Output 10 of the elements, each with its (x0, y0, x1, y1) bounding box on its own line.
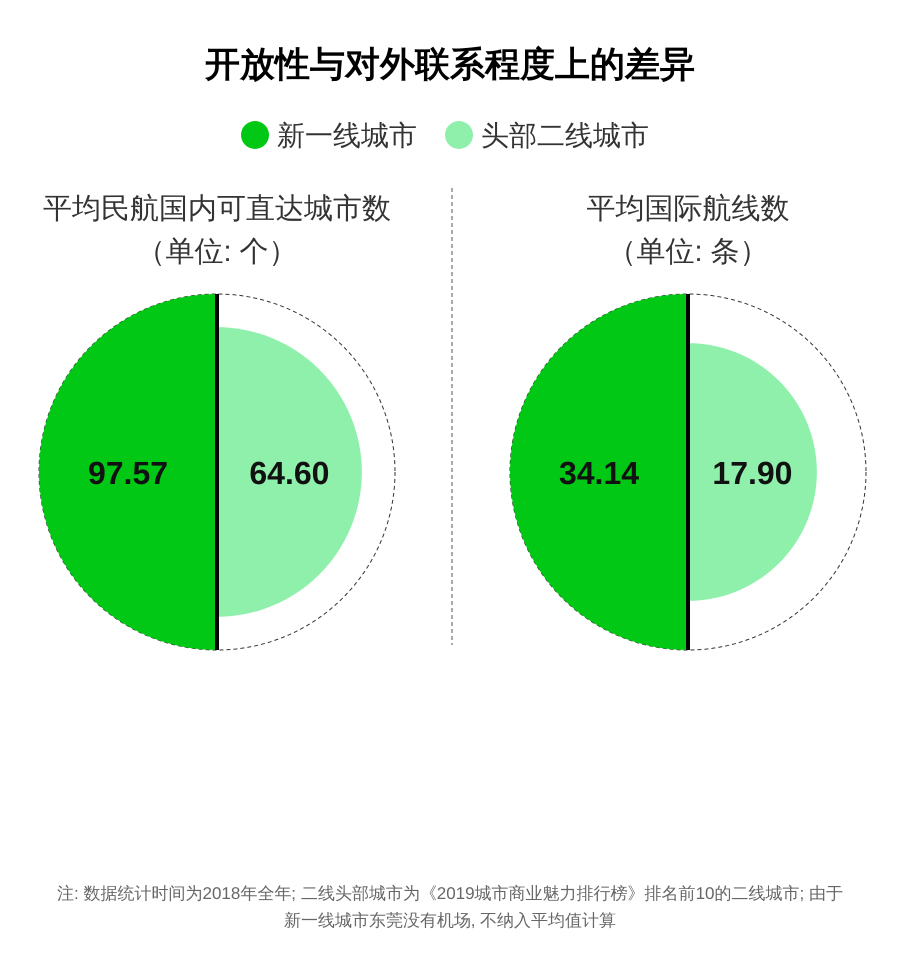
legend-label: 头部二线城市 (481, 120, 649, 151)
data-label: 34.14 (558, 455, 640, 491)
text: 开放性与对外联系程度上的差异 (204, 45, 695, 84)
data-label: 97.57 (88, 455, 168, 491)
category-label: 平均国际航线数（单位: 条） (586, 193, 790, 268)
data-label: 17.90 (712, 455, 792, 491)
text: 注: 数据统计时间为2018年全年; 二线头部城市为《2019城市商业魅力排行榜》排名前10的二线城市; 由于新一线城市东莞没有机场, 不纳入平均值计算 (56, 883, 844, 932)
data-label: 64.60 (249, 455, 330, 491)
legend-label: 新一线城市 (277, 120, 417, 151)
category-label: 平均民航国内可直达城市数（单位: 个） (43, 193, 391, 268)
